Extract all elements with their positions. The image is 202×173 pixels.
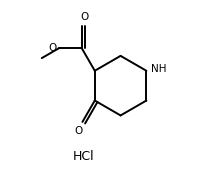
Text: O: O bbox=[80, 12, 88, 21]
Text: NH: NH bbox=[151, 64, 167, 74]
Text: HCl: HCl bbox=[73, 150, 95, 163]
Text: O: O bbox=[74, 126, 82, 136]
Text: O: O bbox=[48, 43, 56, 53]
